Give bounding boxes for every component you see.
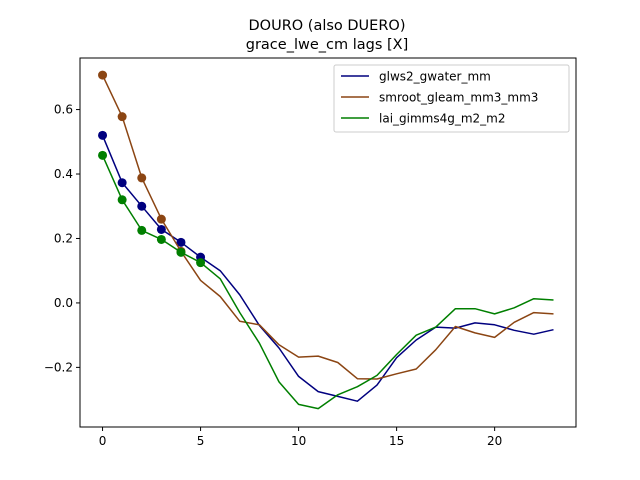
data-point [156,224,166,234]
data-point [117,112,127,122]
y-axis: −0.2 0.0 0.2 0.4 0.6 [44,103,80,374]
data-point [176,237,186,247]
x-axis: 0 5 10 15 20 [99,427,502,448]
data-point [98,70,108,80]
series-line-smroot_gleam_mm3_mm3 [101,74,554,380]
plot-frame [79,57,577,428]
x-tick-label: 20 [487,434,502,448]
chart-subtitle: grace_lwe_cm lags [X] [246,37,409,53]
data-point [98,130,108,140]
x-tick-label: 0 [99,434,107,448]
data-point [196,258,206,268]
legend-label: glws2_gwater_mm [379,70,491,84]
legend-label: smroot_gleam_mm3_mm3 [379,91,538,105]
y-tick-label: 0.4 [54,167,73,181]
x-tick-label: 5 [197,434,205,448]
data-point [156,234,166,244]
data-point [137,201,147,211]
data-point [98,150,108,160]
y-tick-label: −0.2 [44,360,73,374]
data-point [117,195,127,205]
y-tick-label: 0.0 [54,296,73,310]
data-point [137,173,147,183]
data-point [156,214,166,224]
x-tick-label: 10 [291,434,306,448]
data-point [137,225,147,235]
legend-box [333,64,570,133]
data-point [117,178,127,188]
chart-title: DOURO (also DUERO) [249,18,406,34]
data-point [176,247,186,257]
legend: glws2_gwater_mm smroot_gleam_mm3_mm3 lai_g… [333,64,570,133]
y-tick-label: 0.2 [54,231,73,245]
x-tick-label: 15 [389,434,404,448]
y-tick-label: 0.6 [54,103,73,117]
series-layer [98,70,554,410]
legend-label: lai_gimms4g_m2_m2 [379,112,506,126]
